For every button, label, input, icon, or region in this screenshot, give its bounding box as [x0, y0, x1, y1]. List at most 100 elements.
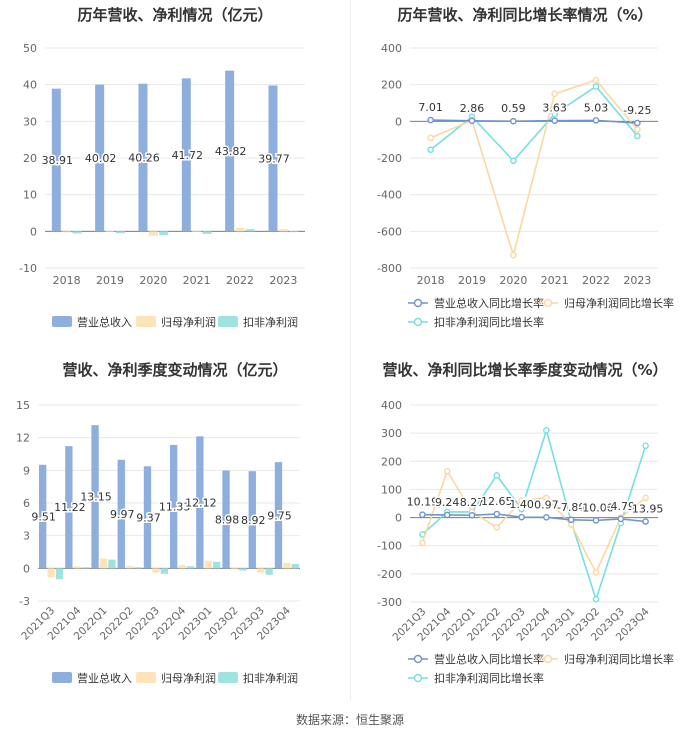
- chart-title: 营收、净利同比增长率季度变动情况（%）: [382, 361, 668, 379]
- bar-revenue: [117, 459, 125, 569]
- y-tick-label: 0: [395, 512, 402, 525]
- series-point: [543, 494, 550, 502]
- bar-deducted-profit: [108, 559, 116, 569]
- data-label: 9.24: [435, 496, 460, 509]
- data-label: 5.03: [584, 101, 609, 114]
- x-tick-label: 2022: [582, 274, 610, 287]
- y-tick-label: -600: [377, 225, 402, 238]
- series-point: [592, 569, 600, 576]
- bar-deducted-profit: [265, 568, 273, 575]
- series-line: [421, 427, 647, 602]
- bar-revenue: [268, 85, 278, 232]
- y-tick-label: 200: [381, 79, 402, 92]
- data-label: 1.40: [509, 498, 533, 511]
- data-label: 7.01: [418, 101, 443, 114]
- chart-quarterly-growth-rate-svg: -300-200-10001002003004002021Q32021Q4202…: [377, 399, 674, 685]
- series-point: [592, 117, 600, 124]
- bar-deducted-profit: [159, 231, 169, 235]
- series-point: [518, 513, 525, 521]
- y-tick-label: -100: [377, 540, 402, 553]
- chart-quarterly-revenue-profit-svg: -3036912152021Q32021Q42022Q12022Q22022Q3…: [16, 399, 300, 685]
- data-label: 9.37: [136, 511, 161, 524]
- series-point: [592, 517, 600, 524]
- data-label: 8.98: [215, 513, 240, 526]
- series-point: [634, 126, 641, 133]
- y-tick-label: 15: [16, 399, 30, 412]
- panel-divider: [350, 0, 351, 700]
- y-tick-label: -200: [377, 152, 402, 165]
- series-point: [427, 134, 434, 142]
- bar-net-profit: [126, 566, 134, 569]
- data-label: 40.02: [85, 152, 117, 165]
- legend-swatch: [218, 316, 238, 327]
- bar-deducted-profit: [160, 568, 169, 574]
- x-tick-label: 2019: [96, 274, 124, 287]
- series-point: [510, 157, 517, 165]
- bar-deducted-profit: [115, 231, 125, 234]
- y-tick-label: 100: [381, 483, 402, 496]
- series-point: [493, 510, 501, 518]
- bar-net-profit: [204, 560, 212, 569]
- series-line: [430, 119, 638, 124]
- y-tick-label: 3: [23, 530, 30, 543]
- chart-annual-growth-rate: -800 -600 -400 -200 0 200 400 2018 2019 2020 2021 2…: [350, 0, 700, 350]
- legend-swatch: [52, 672, 72, 683]
- legend-label: 营业总收入: [77, 671, 132, 685]
- data-label: -4.79: [607, 500, 635, 513]
- legend-marker: [413, 298, 423, 308]
- y-tick-label: 0: [395, 115, 402, 128]
- series-point: [443, 511, 451, 519]
- series-point: [642, 518, 649, 525]
- bar-revenue: [274, 462, 283, 569]
- bar-deducted-profit: [239, 568, 247, 571]
- series-point: [427, 146, 434, 154]
- bar-deducted-profit: [245, 229, 255, 232]
- data-label: -7.80: [557, 501, 585, 514]
- data-label: 40.26: [128, 152, 160, 165]
- series-point: [419, 511, 426, 519]
- data-label: 8.27: [460, 496, 485, 509]
- data-label: 43.82: [215, 145, 247, 158]
- bar-revenue: [143, 466, 152, 569]
- bar-net-profit: [278, 229, 288, 232]
- series-point: [642, 442, 649, 450]
- series-point: [419, 539, 426, 547]
- series-line: [430, 79, 638, 259]
- data-label: 8.92: [241, 514, 266, 527]
- data-label: -13.95: [628, 502, 663, 515]
- bar-deducted-profit: [72, 231, 82, 234]
- x-tick-label: 2020: [139, 274, 167, 287]
- bar-net-profit: [148, 231, 158, 236]
- y-tick-label: 40: [23, 79, 37, 92]
- series-point: [543, 513, 550, 521]
- data-label: 11.22: [54, 501, 86, 514]
- y-tick-label: 0: [30, 225, 37, 238]
- legend-label: 扣非净利润: [243, 315, 298, 329]
- series-line: [421, 469, 647, 575]
- bar-deducted-profit: [291, 563, 300, 569]
- legend-label: 扣非净利润同比增长率: [434, 315, 544, 329]
- bar-revenue: [225, 70, 235, 232]
- legend-swatch: [218, 672, 238, 683]
- legend-marker: [543, 298, 553, 308]
- series-point: [592, 595, 600, 603]
- x-tick-label: 2020: [499, 274, 527, 287]
- data-label: 9.97: [110, 508, 135, 521]
- legend-marker: [413, 317, 423, 327]
- bar-revenue: [138, 83, 148, 232]
- chart-quarterly-revenue-profit: -3 0 3 6 9 12 15 2021Q3 2021Q4 2022Q1 2022Q2 2022Q3…: [0, 355, 350, 705]
- series-line: [422, 513, 646, 523]
- bar-net-profit: [257, 568, 265, 573]
- y-tick-label: -400: [377, 189, 402, 202]
- series-point: [510, 251, 517, 259]
- series-point: [493, 472, 501, 479]
- bar-deducted-profit: [289, 231, 299, 233]
- chart-title: 营收、净利季度变动情况（亿元）: [62, 361, 288, 379]
- series-point: [427, 116, 434, 124]
- data-label: 13.15: [80, 491, 112, 504]
- x-tick-label: 2021: [183, 274, 211, 287]
- bar-revenue: [196, 436, 204, 569]
- legend-marker: [413, 673, 423, 683]
- data-label: 2.86: [460, 102, 485, 115]
- legend-swatch: [52, 316, 72, 327]
